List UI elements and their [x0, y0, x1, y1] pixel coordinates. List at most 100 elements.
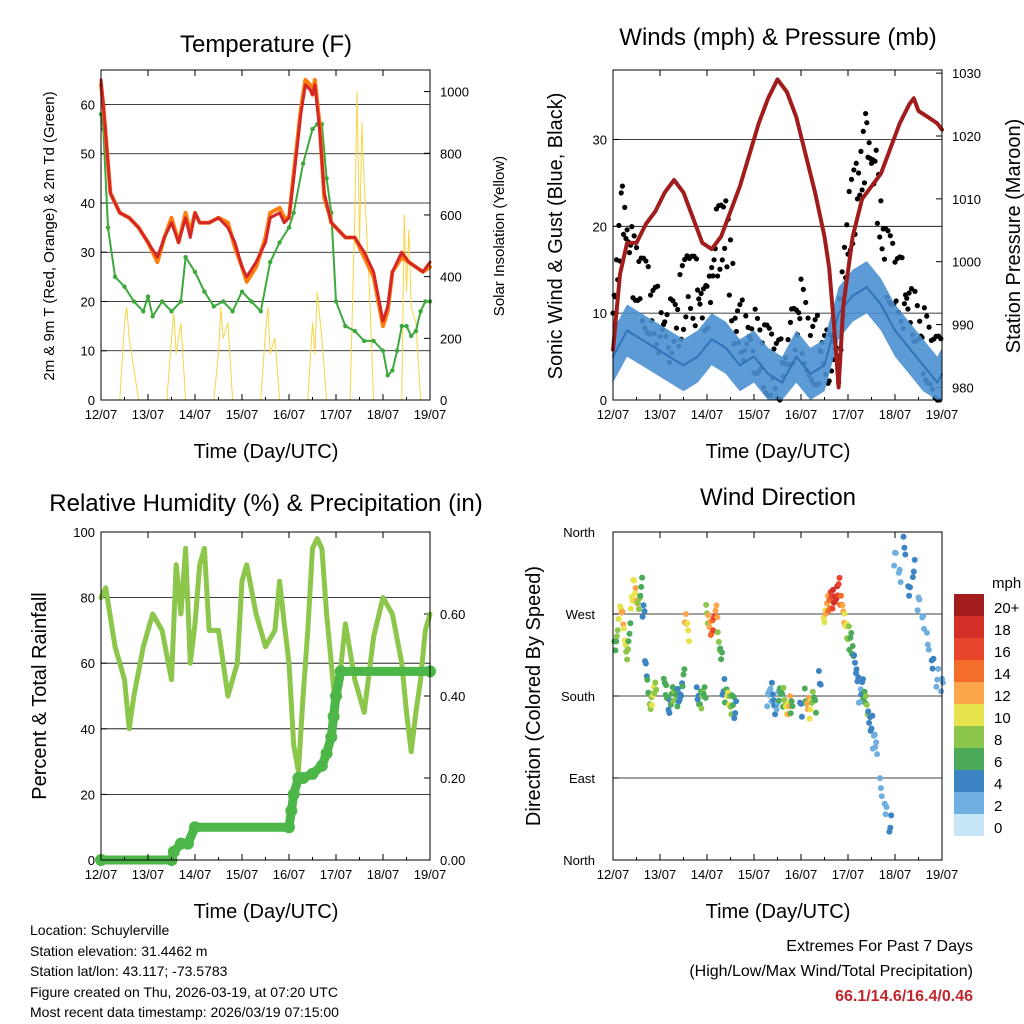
point-gust — [912, 288, 918, 294]
point-wind-direction — [631, 577, 638, 584]
point-gust — [737, 301, 743, 308]
point-gust — [670, 298, 676, 304]
point-gust — [906, 290, 912, 296]
point-rainfall — [285, 804, 298, 817]
series-sonic-wind — [612, 286, 943, 384]
point-wind-direction — [925, 646, 932, 653]
point-gust — [757, 327, 763, 333]
point-wind-direction — [701, 684, 708, 691]
point-wind-direction — [888, 812, 895, 819]
point-gust — [798, 276, 804, 282]
point-gust — [853, 160, 859, 166]
point-gust — [624, 227, 630, 233]
point-gust — [885, 228, 891, 234]
dir-xtick-label: 18/07 — [879, 867, 912, 882]
point-gust — [921, 305, 927, 311]
legend-swatch — [954, 616, 984, 638]
point-gust — [648, 292, 654, 298]
point-wind-direction — [896, 566, 903, 573]
point-gust — [859, 187, 865, 193]
direction-title: Wind Direction — [700, 484, 856, 511]
point-wind-direction — [698, 705, 705, 712]
point-wind-direction — [635, 606, 642, 613]
wind-ytick-label: 10 — [593, 306, 607, 321]
point-gust — [637, 296, 643, 302]
point-gust — [673, 325, 680, 331]
point-wind-direction — [613, 638, 620, 645]
point-wind-direction — [798, 713, 805, 720]
legend-label: 4 — [994, 776, 1002, 793]
point-wind-direction — [718, 656, 725, 663]
point-gust — [730, 260, 736, 267]
series-dewpoint — [100, 113, 431, 377]
winds-title: Winds (mph) & Pressure (mb) — [619, 24, 936, 51]
extremes-values: 66.1/14.6/16.4/0.46 — [835, 988, 973, 1005]
legend-label: 2 — [994, 798, 1002, 815]
temp-xtick-label: 16/07 — [273, 407, 306, 422]
point-gust — [926, 324, 932, 330]
point-wind-direction — [849, 643, 856, 649]
point-wind-direction — [637, 592, 644, 599]
point-wind-direction — [772, 711, 779, 718]
dir-xtick-label: 13/07 — [644, 867, 677, 882]
point-gust — [861, 180, 868, 186]
point-wind-direction — [933, 683, 940, 690]
point-wind-direction — [910, 568, 917, 575]
point-wind-direction — [929, 665, 936, 672]
point-wind-direction — [897, 579, 904, 586]
wind-xtick-label: 12/07 — [597, 407, 630, 422]
point-gust — [739, 297, 745, 303]
point-gust — [618, 190, 624, 196]
series-total-rainfall — [96, 666, 435, 865]
direction-ylabel-left: Direction (Colored By Speed) — [523, 566, 545, 826]
point-wind-direction — [640, 602, 647, 609]
wind-xtick-label: 19/07 — [926, 407, 959, 422]
temp-ytick-right-label: 0 — [440, 393, 447, 408]
point-wind-direction — [666, 710, 673, 716]
point-gust — [863, 110, 869, 117]
rh-ytick-label: 40 — [81, 722, 95, 737]
wind-ytick-label: 0 — [600, 393, 607, 408]
legend-swatch — [954, 638, 984, 660]
point-gust — [692, 323, 698, 329]
point-rainfall — [189, 821, 201, 834]
point-wind-direction — [702, 694, 709, 701]
point-wind-direction — [872, 744, 879, 751]
point-gust — [658, 310, 664, 316]
wind-ytick-right-label: 1020 — [952, 129, 981, 144]
point-gust — [938, 336, 944, 342]
point-gust — [855, 170, 862, 176]
rh-ytick-label: 0 — [88, 853, 95, 868]
legend-label: 16 — [994, 644, 1011, 661]
temp-xtick-label: 14/07 — [179, 407, 212, 422]
point-gust — [727, 237, 734, 243]
point-gust — [743, 313, 749, 319]
point-wind-direction — [938, 688, 945, 695]
temp-xtick-label: 13/07 — [132, 407, 165, 422]
point-wind-direction — [906, 592, 913, 599]
point-rainfall — [287, 788, 300, 801]
winds-panel: Winds (mph) & Pressure (mb) Time (Day/UT… — [545, 24, 1024, 463]
legend-label: 0 — [994, 820, 1002, 837]
point-gust — [664, 312, 670, 318]
point-gust — [707, 299, 714, 306]
point-wind-direction — [877, 785, 884, 792]
legend-swatch — [954, 594, 984, 616]
legend-swatch — [954, 704, 984, 726]
point-wind-direction — [712, 607, 719, 614]
rh-ytick-right-label: 0.40 — [440, 689, 465, 704]
point-wind-direction — [914, 607, 921, 614]
point-wind-direction — [812, 697, 819, 704]
point-gust — [732, 315, 738, 321]
point-wind-direction — [847, 634, 854, 641]
point-wind-direction — [835, 581, 842, 588]
point-wind-direction — [883, 804, 890, 810]
point-wind-direction — [703, 601, 710, 608]
point-gust — [901, 301, 908, 307]
point-wind-direction — [813, 709, 819, 716]
station-info: Location: Schuylerville Station elevatio… — [30, 920, 339, 1023]
point-wind-direction — [874, 751, 881, 758]
rh-xtick-label: 15/07 — [226, 867, 259, 882]
temp-xtick-label: 17/07 — [320, 407, 353, 422]
point-gust — [872, 158, 878, 164]
